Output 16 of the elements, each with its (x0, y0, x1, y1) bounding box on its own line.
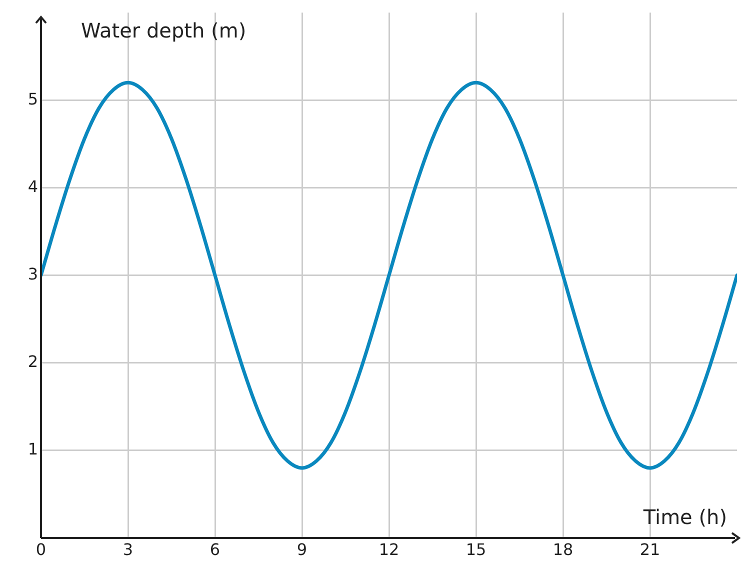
x-tick-label: 12 (378, 540, 400, 559)
x-tick-label: 3 (122, 540, 134, 559)
y-tick-label: 4 (28, 176, 38, 196)
y-axis-title: Water depth (m) (81, 18, 246, 43)
x-tick-label: 18 (552, 540, 574, 559)
x-tick-label: 6 (210, 540, 220, 559)
y-tick-label: 3 (28, 264, 38, 284)
y-tick-label: 2 (28, 352, 38, 372)
x-tick-label: 15 (466, 540, 486, 559)
y-tick-label: 1 (28, 440, 38, 459)
x-tick-label: 0 (36, 540, 46, 559)
x-tick-label: 9 (296, 540, 308, 559)
x-tick-label: 21 (640, 540, 660, 559)
x-axis-title: Time (h) (642, 505, 727, 529)
y-tick-label: 5 (28, 89, 38, 108)
line-series (41, 80, 737, 470)
